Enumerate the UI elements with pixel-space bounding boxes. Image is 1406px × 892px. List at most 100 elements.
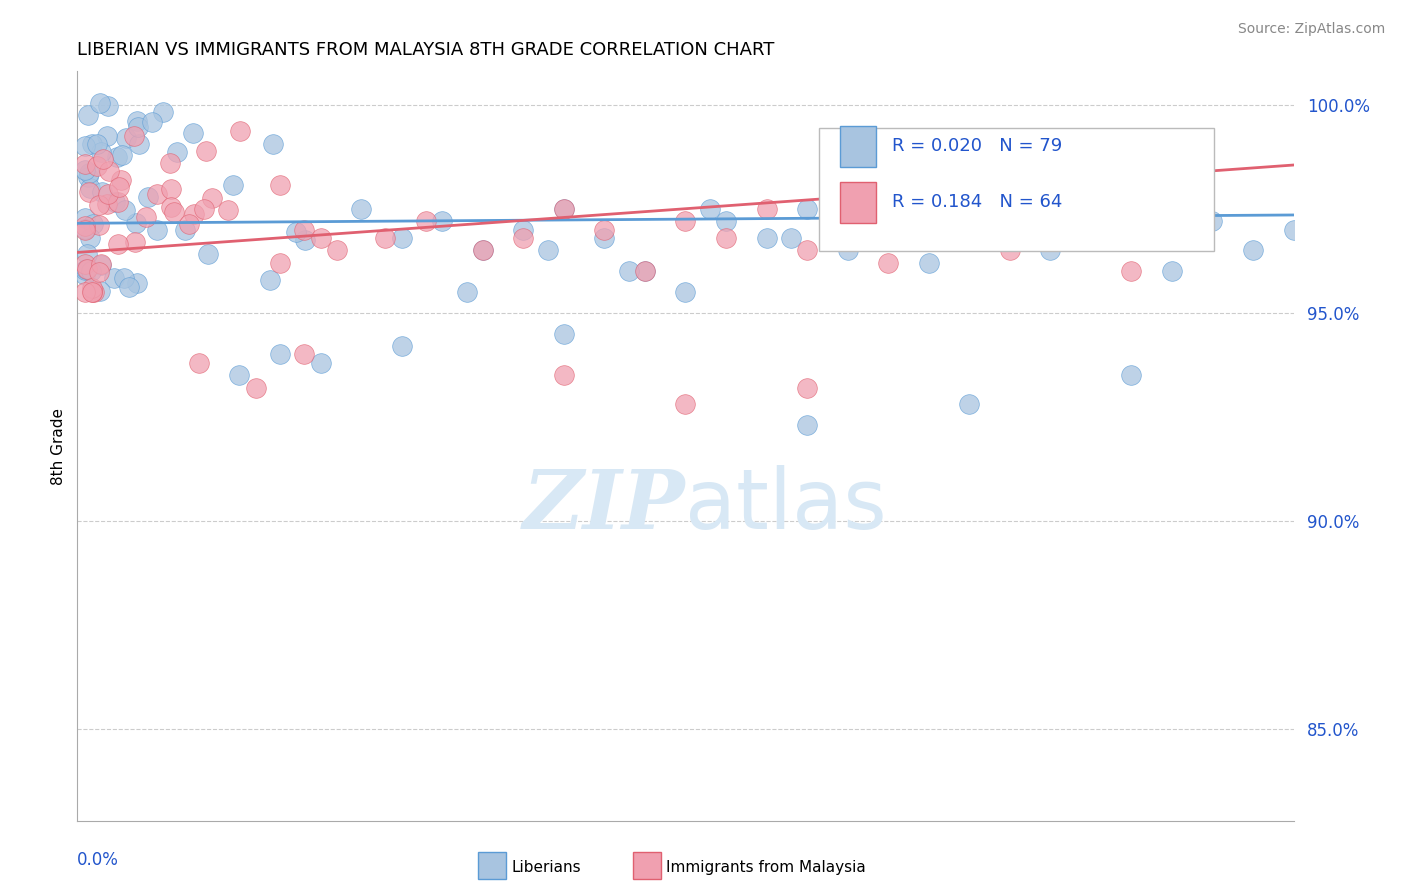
Point: [91, 152, 114, 166]
Point: [76, 247, 98, 261]
Point: [294, 233, 316, 247]
Point: [1039, 214, 1062, 228]
Point: [998, 244, 1021, 258]
Point: [1121, 264, 1143, 278]
Point: [471, 244, 494, 258]
Point: [141, 115, 163, 129]
Point: [374, 231, 396, 245]
Point: [309, 231, 332, 245]
Point: [87, 218, 110, 232]
Point: [89, 284, 111, 298]
Point: [118, 280, 141, 294]
Point: [86, 159, 108, 173]
Point: [89, 95, 111, 110]
Point: [918, 231, 941, 245]
Point: [124, 128, 146, 143]
Point: [104, 194, 127, 209]
Text: R = 0.184   N = 64: R = 0.184 N = 64: [893, 194, 1063, 211]
Text: R = 0.020   N = 79: R = 0.020 N = 79: [893, 137, 1063, 155]
Point: [97, 163, 120, 178]
Point: [160, 182, 183, 196]
Point: [228, 368, 250, 383]
Point: [112, 270, 135, 285]
Text: Source: ZipAtlas.com: Source: ZipAtlas.com: [1237, 22, 1385, 37]
Point: [166, 145, 188, 160]
Point: [675, 214, 697, 228]
Point: [194, 144, 217, 158]
Text: ZIP: ZIP: [523, 466, 686, 546]
Point: [80, 281, 103, 295]
Point: [593, 231, 616, 245]
Point: [90, 185, 112, 199]
Point: [796, 381, 818, 395]
Point: [1241, 244, 1264, 258]
Point: [391, 339, 413, 353]
Point: [163, 205, 186, 219]
Point: [1039, 244, 1062, 258]
Point: [292, 222, 315, 236]
Point: [553, 368, 575, 383]
Point: [135, 210, 157, 224]
Point: [96, 197, 118, 211]
Point: [125, 277, 148, 291]
Point: [80, 285, 103, 299]
Point: [222, 178, 245, 192]
Point: [262, 136, 284, 151]
Point: [779, 231, 801, 245]
Point: [114, 131, 136, 145]
Point: [957, 202, 980, 216]
Point: [1080, 214, 1102, 228]
Text: Immigrants from Malaysia: Immigrants from Malaysia: [666, 860, 866, 874]
Point: [80, 137, 103, 152]
Point: [159, 200, 181, 214]
Point: [110, 173, 132, 187]
Point: [714, 214, 737, 228]
Point: [714, 231, 737, 245]
Point: [146, 222, 169, 236]
Point: [89, 265, 111, 279]
Point: [837, 222, 859, 236]
Point: [553, 202, 575, 216]
Point: [108, 179, 131, 194]
Point: [97, 99, 120, 113]
Point: [1282, 222, 1305, 236]
Point: [128, 137, 150, 152]
Point: [326, 244, 349, 258]
Point: [512, 231, 534, 245]
Point: [152, 105, 174, 120]
Point: [634, 264, 657, 278]
Point: [107, 194, 129, 209]
Point: [309, 356, 332, 370]
Y-axis label: 8th Grade: 8th Grade: [51, 408, 66, 484]
Point: [1121, 231, 1143, 245]
Point: [269, 256, 291, 270]
FancyBboxPatch shape: [839, 126, 876, 167]
FancyBboxPatch shape: [839, 182, 876, 223]
Point: [193, 202, 215, 216]
Point: [755, 231, 778, 245]
Point: [957, 231, 980, 245]
Point: [456, 285, 478, 299]
Point: [83, 285, 105, 299]
Point: [245, 381, 267, 395]
Point: [229, 124, 252, 138]
Point: [76, 261, 98, 276]
Point: [87, 198, 110, 212]
Point: [837, 244, 859, 258]
Point: [699, 202, 721, 216]
Point: [998, 202, 1021, 216]
Point: [127, 120, 149, 134]
Point: [79, 231, 101, 245]
Point: [179, 217, 201, 231]
Point: [201, 191, 224, 205]
Point: [259, 273, 281, 287]
Text: 0.0%: 0.0%: [77, 851, 120, 869]
Point: [77, 185, 100, 199]
Text: atlas: atlas: [686, 466, 887, 547]
Point: [675, 397, 697, 411]
Point: [146, 187, 169, 202]
Point: [593, 222, 616, 236]
Point: [124, 216, 146, 230]
Point: [75, 262, 97, 277]
Point: [82, 217, 104, 231]
